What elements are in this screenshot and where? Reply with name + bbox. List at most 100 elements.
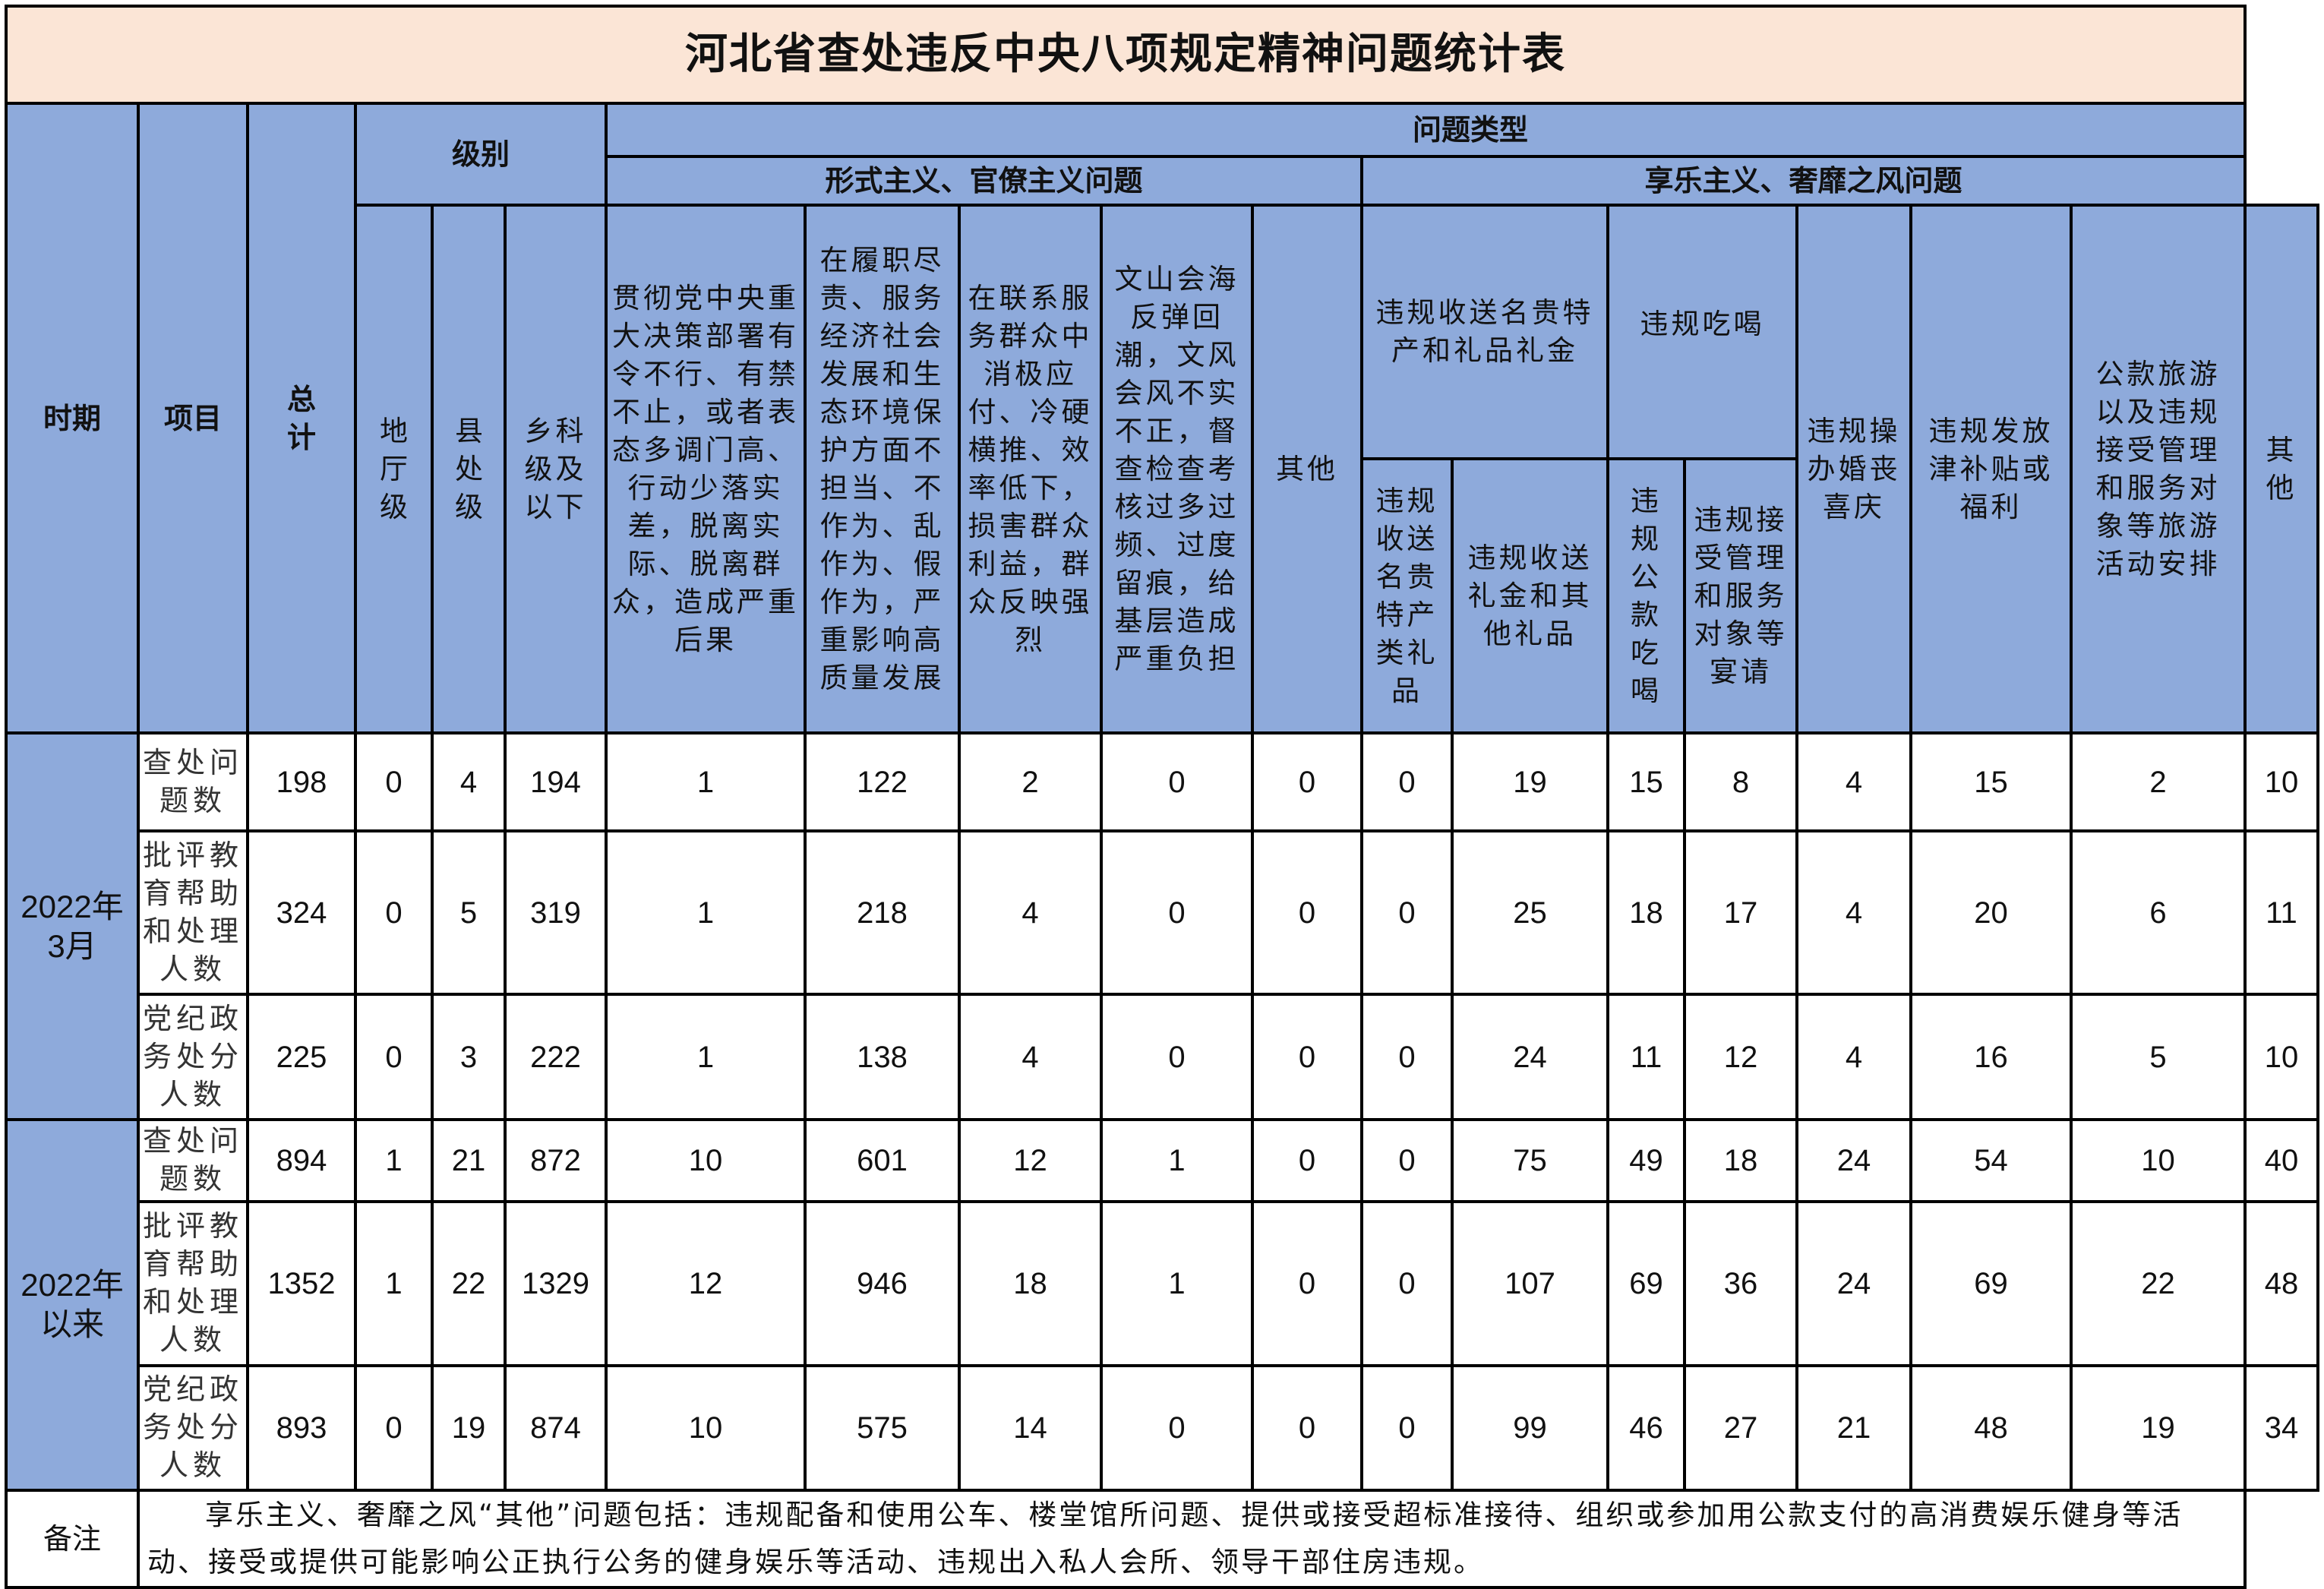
header-problem-type: 问题类型 [604,102,2247,158]
table-cell: 69 [1909,1200,2073,1367]
table-row: 批评教育帮助和处理人数 1352 1 22 1329 12 946 18 1 0 0 107 69 36 2… [6,1200,2319,1367]
table-cell: 1329 [504,1200,608,1367]
table-cell: 4 [958,993,1103,1121]
header-hedonism: 享乐主义、奢靡之风问题 [1359,155,2247,207]
note-row: 备注 享乐主义、奢靡之风“其他”问题包括：违规配备和使用公车、楼堂馆所问题、提供或… [5,1489,2318,1589]
table-cell: 22 [2069,1200,2247,1367]
header-gift: 违规收送名贵特产和礼品礼金 [1360,204,1609,460]
table-cell: 6 [2069,829,2247,996]
table-cell: 48 [1909,1364,2073,1492]
table-cell: 4 [1795,993,1912,1121]
table-cell: 0 [354,993,434,1121]
header-dining-banquet: 违规接受管理和服务对象等宴请 [1683,457,1798,734]
table-cell: 122 [804,731,961,832]
header-formalism-other: 其他 [1251,204,1363,734]
table-cell: 4 [958,829,1103,996]
table-cell: 24 [1451,993,1609,1121]
header-other: 其他 [2243,204,2319,734]
table-cell: 2 [958,731,1103,832]
table-cell: 0 [1100,993,1254,1121]
table-cell: 18 [1606,829,1686,996]
note-text: 享乐主义、奢靡之风“其他”问题包括：违规配备和使用公车、楼堂馆所问题、提供或接受… [136,1489,2247,1589]
table-cell: 4 [1795,829,1912,996]
table-cell: 0 [1251,1364,1363,1492]
period-label: 2022年3月 [5,731,140,1121]
table-cell: 194 [504,731,608,832]
header-level: 级别 [354,102,608,207]
table-cell: 324 [246,829,357,996]
table-cell: 0 [1100,731,1254,832]
header-weddings: 违规操办婚丧喜庆 [1795,204,1912,734]
row-item-label: 党纪政务处分人数 [137,993,249,1121]
header-allowance: 违规发放津补贴或福利 [1909,204,2073,734]
table-cell: 24 [1795,1118,1912,1203]
table-cell: 0 [1251,731,1363,832]
table-cell: 16 [1909,993,2073,1121]
table-cell: 0 [1360,731,1454,832]
header-formalism-2: 在履职尽责、服务经济社会发展和生态环境保护方面不担当、不作为、乱作为、假作为，严… [804,204,961,734]
table-cell: 1 [605,731,807,832]
table-cell: 0 [1251,1118,1363,1203]
table-cell: 20 [1909,829,2073,996]
table-cell: 222 [504,993,608,1121]
table-cell: 0 [1360,1364,1454,1492]
table-cell: 5 [2069,993,2247,1121]
row-item-label: 查处问题数 [137,1118,249,1203]
table-cell: 11 [1606,993,1686,1121]
table-cell: 46 [1606,1364,1686,1492]
table-cell: 12 [605,1200,807,1367]
table-cell: 14 [958,1364,1103,1492]
table-cell: 3 [431,993,507,1121]
table-cell: 0 [1251,993,1363,1121]
header-formalism-1: 贯彻党中央重大决策部署有令不行、有禁不止，或者表态多调门高、行动少落实差，脱离实… [605,204,807,734]
table-cell: 894 [246,1118,357,1203]
table-cell: 10 [2243,731,2319,832]
header-level-prefecture: 地厅级 [354,204,434,734]
table-cell: 4 [1795,731,1912,832]
header-gift-specialty: 违规收送名贵特产类礼品 [1360,457,1454,734]
row-item-label: 批评教育帮助和处理人数 [137,1200,249,1367]
header-level-township: 乡科级及以下 [504,204,608,734]
table-cell: 2 [2069,731,2247,832]
table-cell: 0 [1360,1118,1454,1203]
table-cell: 25 [1451,829,1609,996]
table-cell: 1 [605,829,807,996]
table-cell: 946 [804,1200,961,1367]
table-cell: 198 [246,731,357,832]
table-cell: 225 [246,993,357,1121]
table-cell: 107 [1451,1200,1609,1367]
table-cell: 21 [431,1118,507,1203]
note-label: 备注 [5,1489,140,1589]
header-dining-public: 违规公款吃喝 [1606,457,1686,734]
table-cell: 1 [354,1200,434,1367]
table-cell: 0 [1360,1200,1454,1367]
table-cell: 99 [1451,1364,1609,1492]
table-row: 批评教育帮助和处理人数 324 0 5 319 1 218 4 0 0 0 25 18 17 4 20 6 11 [6,829,2319,996]
table-cell: 0 [354,829,434,996]
header-travel: 公款旅游以及违规接受管理和服务对象等旅游活动安排 [2069,204,2247,734]
period-label: 2022年以来 [5,1118,140,1492]
row-item-label: 批评教育帮助和处理人数 [137,829,249,996]
table-cell: 575 [804,1364,961,1492]
table-cell: 0 [1100,1364,1254,1492]
table-cell: 601 [804,1118,961,1203]
table-cell: 54 [1909,1118,2073,1203]
table-cell: 17 [1683,829,1798,996]
statistics-table: 河北省查处违反中央八项规定精神问题统计表 时期 项目 总计 级别 问题类型 形式… [4,5,2319,1589]
table-cell: 19 [431,1364,507,1492]
table-cell: 18 [958,1200,1103,1367]
table-cell: 0 [1360,829,1454,996]
table-cell: 893 [246,1364,357,1492]
table-cell: 69 [1606,1200,1686,1367]
table-title: 河北省查处违反中央八项规定精神问题统计表 [4,5,2247,105]
table-row: 2022年3月 查处问题数 198 0 4 194 1 122 2 0 0 0 19 15 8 4 15 2 10 [5,731,2319,1121]
table-cell: 1 [605,993,807,1121]
table-cell: 8 [1683,731,1798,832]
table-cell: 4 [431,731,507,832]
table-cell: 15 [1606,731,1686,832]
table-cell: 27 [1683,1364,1798,1492]
table-cell: 0 [1251,829,1363,996]
table-cell: 0 [354,1364,434,1492]
table-cell: 872 [504,1118,608,1203]
table-cell: 138 [804,993,961,1121]
